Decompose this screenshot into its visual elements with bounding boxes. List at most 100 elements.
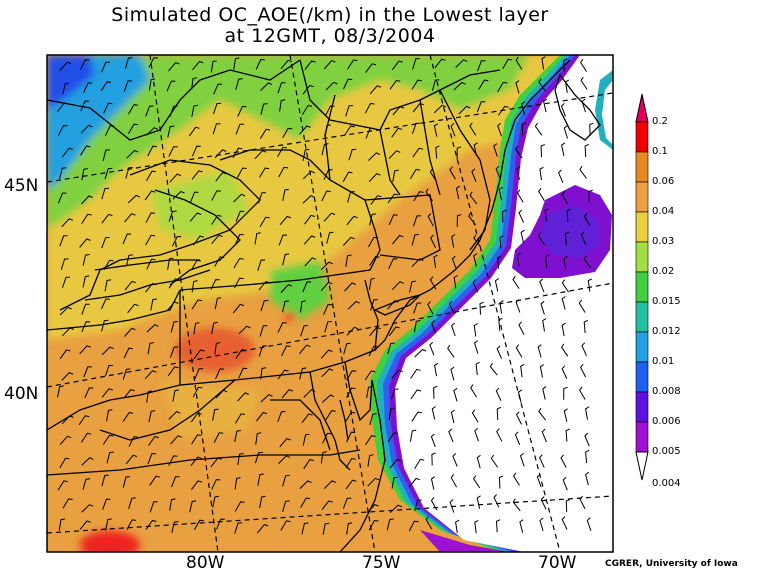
wind-barb: [539, 454, 545, 468]
wind-barb: [366, 504, 379, 513]
wind-barb: [544, 208, 549, 222]
wind-barb: [278, 166, 289, 178]
wind-barb: [255, 58, 265, 70]
wind-barb: [210, 279, 220, 290]
wind-barb: [562, 476, 568, 491]
wind-barb: [414, 348, 427, 358]
colorbar-label: 0.1: [652, 146, 668, 157]
colorbar-swatch: [635, 211, 649, 243]
wind-barb: [106, 409, 113, 422]
wind-barb: [101, 187, 110, 200]
wind-barb: [193, 235, 204, 246]
wind-barb: [458, 105, 471, 115]
wind-barb: [257, 259, 266, 271]
wind-barb: [496, 345, 503, 359]
wind-barb: [435, 145, 440, 159]
wind-barb: [581, 98, 586, 113]
wind-barb: [145, 283, 157, 293]
wind-barb: [502, 209, 507, 223]
wind-barb: [472, 475, 481, 489]
wind-barb: [123, 389, 135, 399]
wind-barb: [518, 209, 525, 223]
wind-barb: [496, 406, 502, 421]
wind-barb: [62, 82, 70, 95]
wind-barb: [408, 520, 419, 532]
wind-barb: [456, 146, 462, 160]
wind-barb: [57, 102, 69, 112]
wind-barb: [450, 409, 455, 424]
wind-barb: [101, 388, 113, 398]
wind-barb: [411, 411, 422, 422]
wind-barb: [213, 83, 223, 95]
wind-barb: [474, 427, 479, 442]
wind-barb: [127, 303, 139, 314]
wind-barb: [278, 455, 291, 464]
wind-barb: [585, 471, 590, 486]
wind-barb: [564, 231, 570, 245]
wind-barb: [502, 58, 513, 70]
wind-barb: [277, 146, 287, 158]
wind-barb: [538, 187, 545, 202]
wind-barb: [498, 475, 504, 489]
wind-barb: [365, 435, 376, 446]
map-title-line-1: Simulated OC_AOE(/km) in the Lowest laye…: [111, 4, 549, 26]
wind-barb: [81, 213, 92, 224]
wind-barb: [299, 344, 311, 355]
wind-barb: [149, 475, 160, 486]
wind-barb: [167, 257, 174, 270]
wind-barb: [123, 80, 133, 92]
wind-barb: [560, 103, 566, 117]
wind-barb: [81, 457, 94, 466]
wind-barb: [321, 190, 331, 202]
wind-barb: [104, 279, 112, 292]
wind-barb: [299, 125, 311, 135]
wind-barb: [212, 408, 219, 421]
wind-barb: [343, 342, 351, 355]
wind-barb: [345, 457, 356, 469]
wind-barb: [583, 319, 589, 334]
wind-barb: [146, 390, 153, 403]
wind-barb: [322, 522, 330, 535]
wind-barb: [583, 255, 592, 269]
wind-barb: [302, 170, 316, 180]
wind-barb: [540, 300, 545, 315]
wind-barb: [124, 213, 136, 223]
wind-barb: [215, 172, 227, 182]
wind-barb: [211, 479, 221, 490]
wind-barb: [79, 238, 91, 248]
wind-barb: [431, 79, 440, 91]
wind-barb: [81, 504, 94, 513]
wind-barb: [61, 415, 74, 425]
wind-barb: [561, 516, 568, 530]
wind-barb: [543, 98, 548, 113]
wind-barb: [411, 79, 422, 90]
wind-barb: [388, 407, 395, 421]
wind-barb: [126, 519, 137, 530]
wind-barb: [429, 168, 437, 182]
wind-barb: [323, 480, 336, 490]
wind-barb: [191, 104, 198, 117]
wind-barb: [324, 124, 331, 137]
wind-barb: [409, 168, 421, 180]
wind-barb: [214, 149, 227, 159]
wind-barb: [235, 123, 244, 135]
wind-barb: [59, 349, 71, 360]
wind-barb: [282, 500, 290, 513]
wind-barb: [387, 193, 399, 204]
wind-barb: [237, 105, 247, 117]
wind-barb: [168, 146, 178, 157]
wind-barb: [125, 254, 133, 267]
wind-barb: [473, 142, 478, 156]
colorbar-swatch: [635, 271, 649, 303]
wind-barb: [145, 127, 159, 136]
wind-barb: [561, 296, 566, 310]
wind-barb: [279, 215, 292, 226]
wind-barb: [429, 341, 435, 356]
wind-barb: [62, 327, 74, 337]
wind-barb: [256, 411, 268, 422]
wind-barb: [321, 500, 333, 510]
wind-barb: [282, 127, 293, 139]
map-title-line-2: at 12GMT, 08/3/2004: [224, 25, 436, 47]
wind-barb: [320, 349, 333, 359]
wind-barb: [512, 472, 520, 486]
